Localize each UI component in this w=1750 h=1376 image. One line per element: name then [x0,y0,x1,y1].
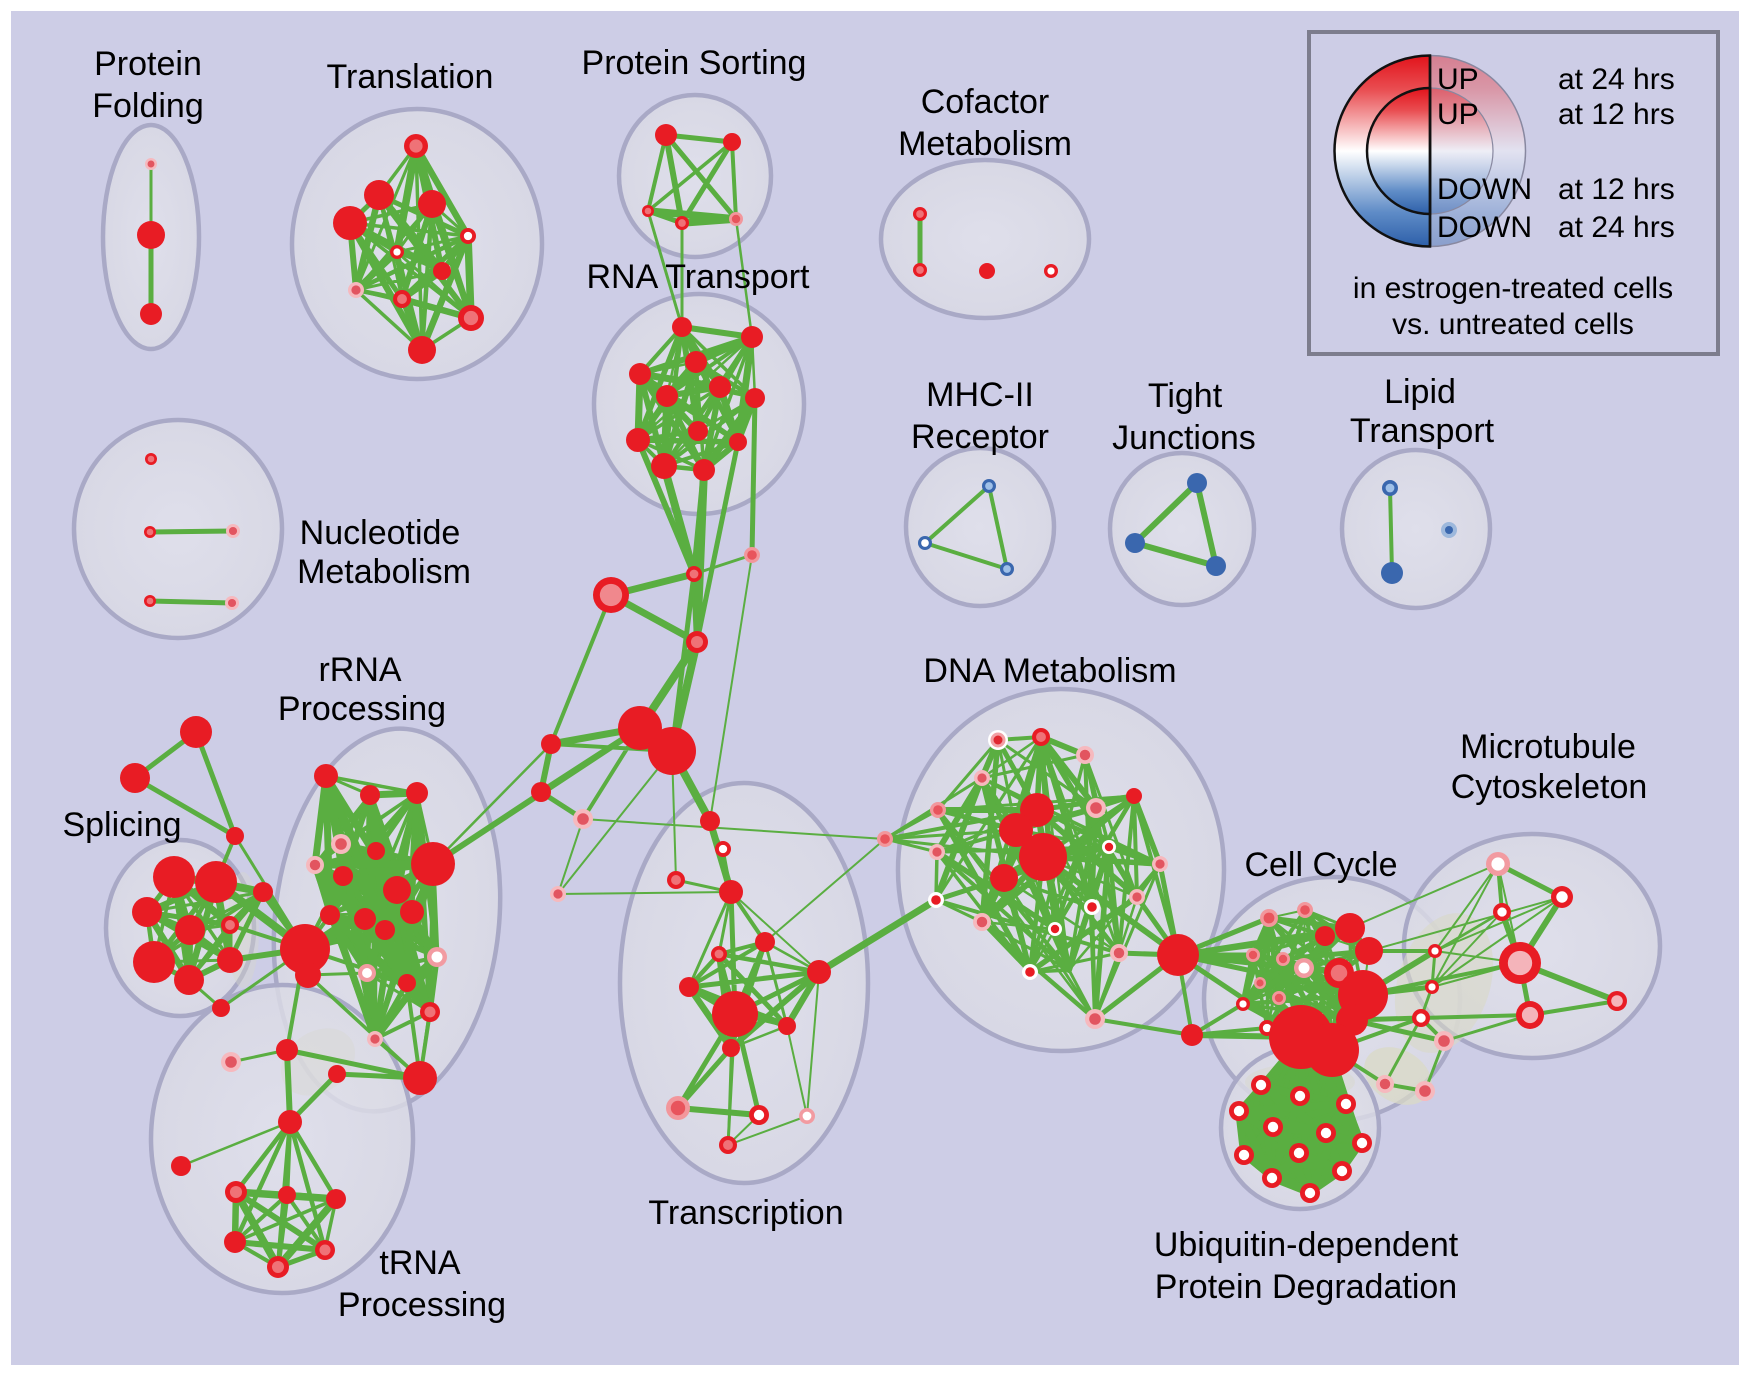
svg-text:Lipid: Lipid [1384,373,1456,411]
svg-text:at 24 hrs: at 24 hrs [1558,211,1675,244]
svg-text:Processing: Processing [338,1286,506,1324]
svg-text:DOWN: DOWN [1437,211,1532,244]
svg-text:Junctions: Junctions [1112,419,1256,457]
svg-text:Metabolism: Metabolism [297,553,471,591]
svg-text:at 12 hrs: at 12 hrs [1558,173,1675,206]
svg-text:tRNA: tRNA [379,1244,461,1282]
svg-text:Transport: Transport [1350,412,1495,450]
svg-text:Translation: Translation [327,58,494,96]
svg-text:Protein Sorting: Protein Sorting [582,44,807,82]
svg-text:Processing: Processing [278,690,446,728]
svg-text:rRNA: rRNA [318,651,401,689]
svg-text:at 24 hrs: at 24 hrs [1558,63,1675,96]
svg-text:Transcription: Transcription [648,1194,843,1232]
svg-text:UP: UP [1437,98,1479,131]
svg-text:in estrogen-treated cells: in estrogen-treated cells [1353,272,1673,305]
svg-text:Cell Cycle: Cell Cycle [1244,846,1397,884]
svg-text:RNA Transport: RNA Transport [587,258,811,296]
svg-text:Cytoskeleton: Cytoskeleton [1451,768,1648,806]
svg-text:vs. untreated cells: vs. untreated cells [1392,308,1634,341]
svg-text:Receptor: Receptor [911,418,1049,456]
svg-text:Ubiquitin-dependent: Ubiquitin-dependent [1154,1226,1459,1264]
svg-text:Protein: Protein [94,45,202,83]
svg-text:DNA Metabolism: DNA Metabolism [923,652,1176,690]
svg-text:Cofactor: Cofactor [921,83,1050,121]
svg-text:Nucleotide: Nucleotide [300,514,461,552]
svg-text:Splicing: Splicing [62,806,181,844]
svg-text:DOWN: DOWN [1437,173,1532,206]
svg-text:Protein Degradation: Protein Degradation [1155,1268,1457,1306]
svg-text:MHC-II: MHC-II [926,376,1034,414]
svg-text:Folding: Folding [92,87,204,125]
svg-text:Microtubule: Microtubule [1460,728,1636,766]
svg-text:UP: UP [1437,63,1479,96]
svg-text:Metabolism: Metabolism [898,125,1072,163]
svg-text:at 12 hrs: at 12 hrs [1558,98,1675,131]
svg-text:Tight: Tight [1148,377,1223,415]
